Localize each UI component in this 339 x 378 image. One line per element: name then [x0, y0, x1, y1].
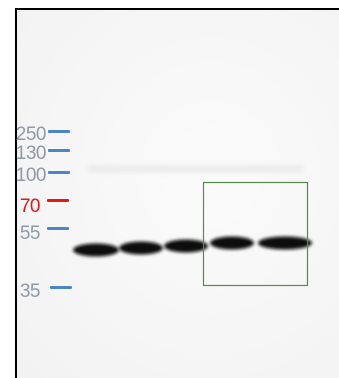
band-lane-3 [164, 239, 208, 253]
marker-line-130 [48, 149, 70, 152]
marker-label-55: 55 [19, 223, 41, 244]
marker-line-70 [47, 199, 69, 202]
marker-line-35 [50, 286, 72, 289]
marker-line-100 [48, 171, 70, 174]
marker-label-35: 35 [19, 281, 41, 302]
band-lane-2 [119, 241, 163, 255]
marker-label-130: 130 [15, 143, 47, 164]
faint-background-band [88, 165, 303, 173]
band-lane-1 [73, 243, 119, 257]
band-lane-4 [210, 236, 254, 250]
marker-line-250 [48, 130, 70, 133]
band-lane-5 [258, 236, 312, 250]
highlight-box [202, 181, 309, 287]
blot-membrane [15, 8, 339, 378]
marker-line-55 [47, 227, 69, 230]
marker-label-100: 100 [15, 165, 47, 186]
marker-label-70: 70 [19, 196, 41, 217]
marker-label-250: 250 [15, 124, 47, 145]
